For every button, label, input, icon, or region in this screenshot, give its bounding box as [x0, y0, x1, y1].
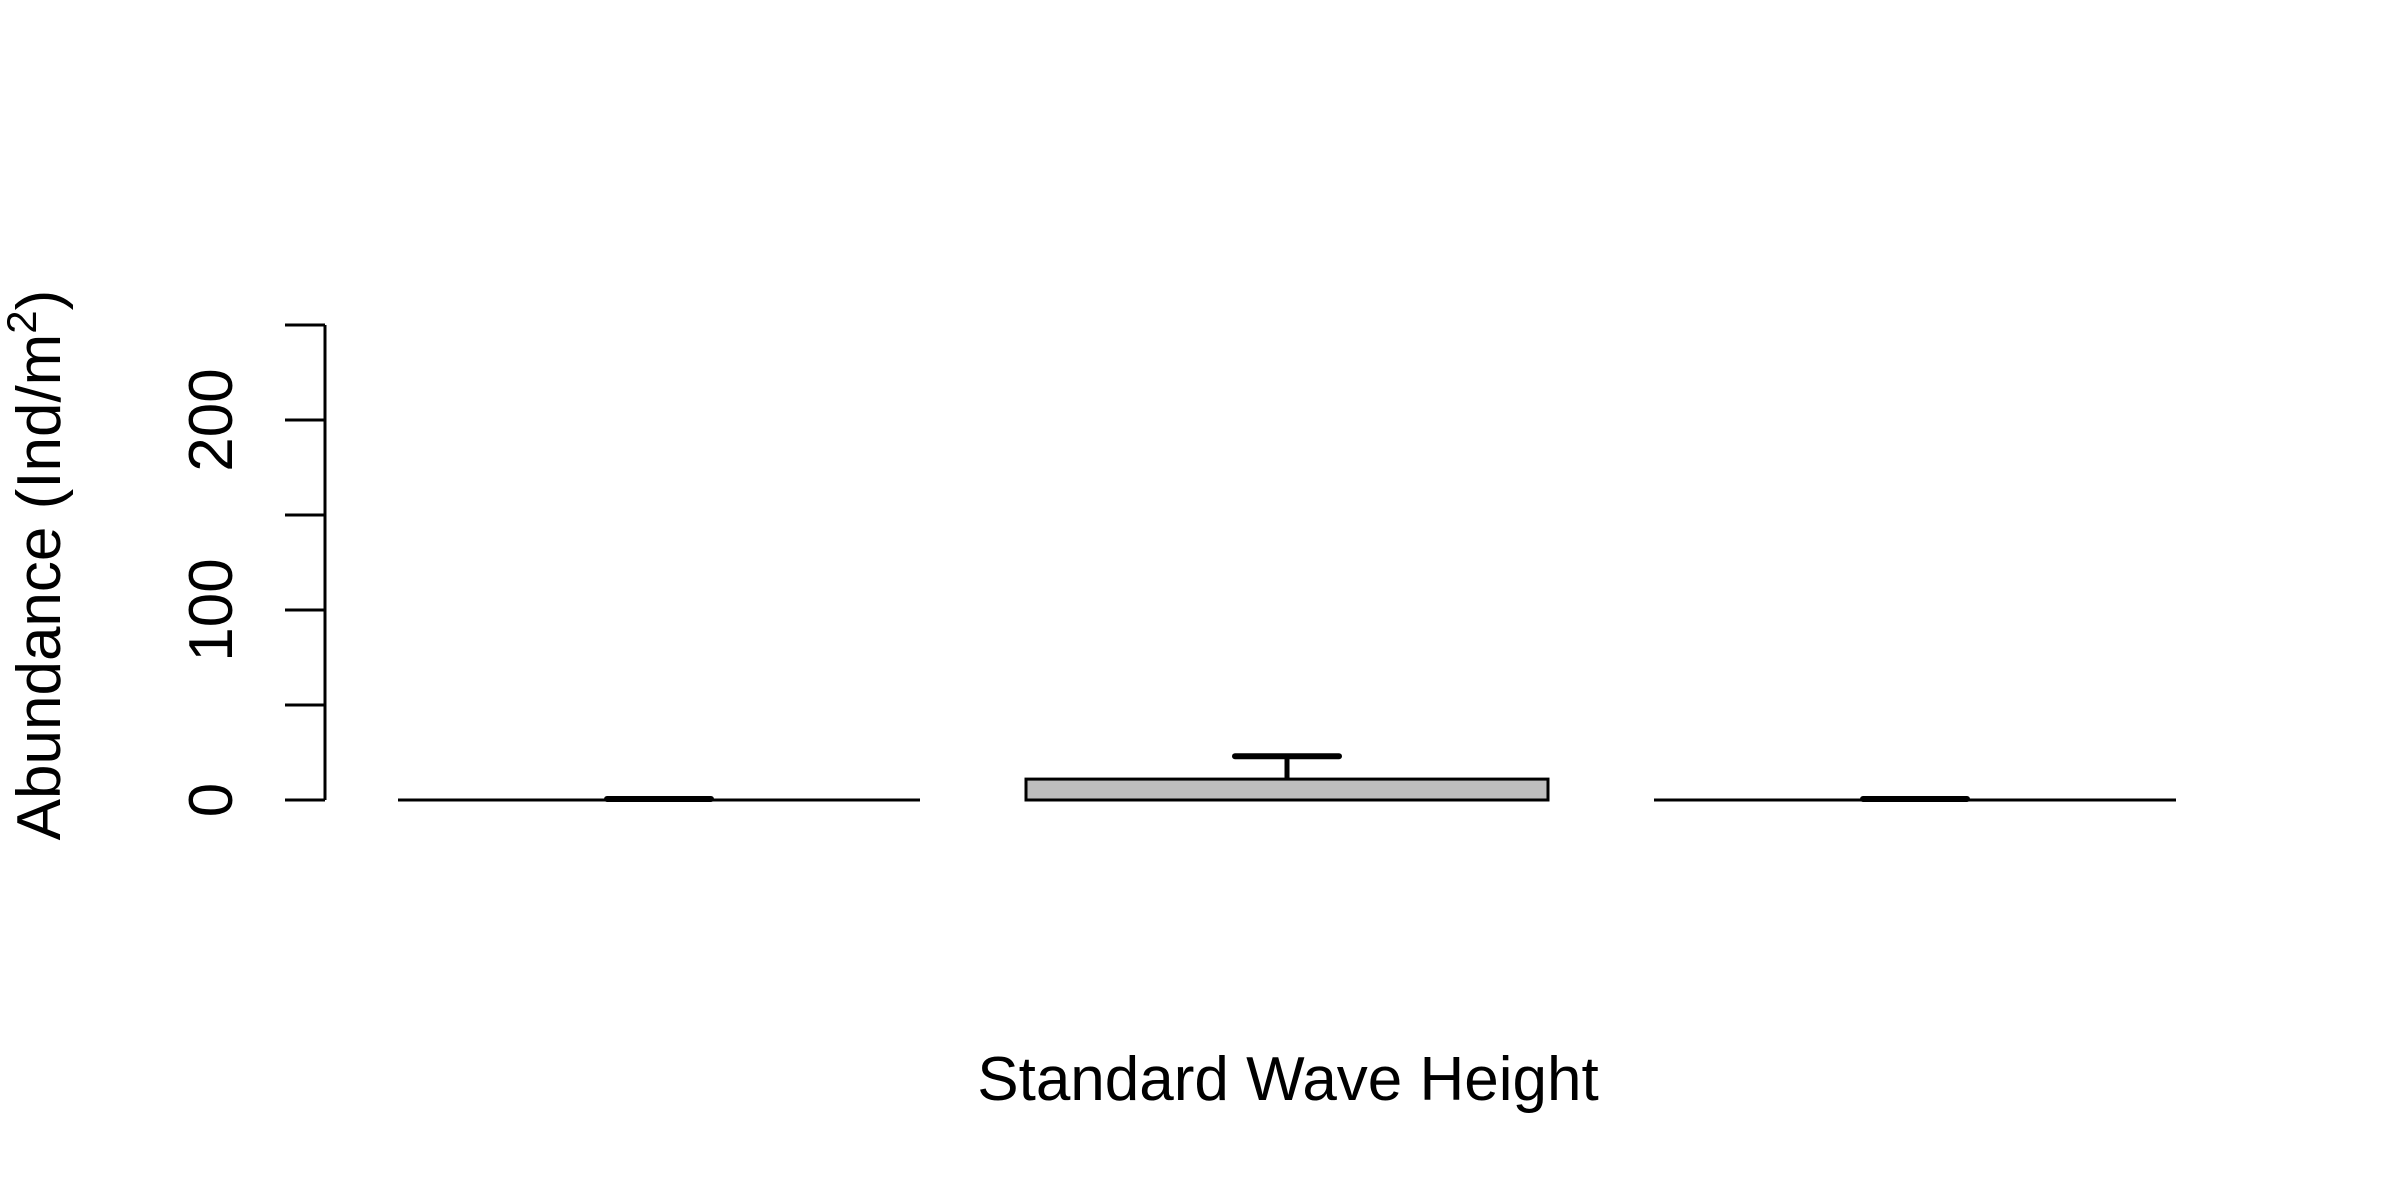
x-axis-title: Standard Wave Height: [977, 1045, 1598, 1114]
error-bar-3: [1860, 796, 1970, 803]
y-tick-label-200: 200: [177, 368, 246, 471]
y-tick-label-100: 100: [177, 558, 246, 661]
y-tick-label-0: 0: [177, 783, 246, 817]
bars: [398, 777, 2176, 802]
y-axis-title-suffix: ): [5, 290, 74, 311]
y-axis-title-superscript: 2: [0, 310, 45, 333]
y-axis-title: Abundance (Ind/m2): [0, 290, 74, 841]
error-bars: [604, 753, 1970, 803]
error-bar-2: [1232, 753, 1342, 780]
y-axis: 0 100 200: [177, 323, 327, 817]
error-bar-1: [604, 796, 714, 803]
bar-2: [1024, 777, 1550, 802]
y-axis-title-main: Abundance (Ind/m: [5, 334, 74, 841]
